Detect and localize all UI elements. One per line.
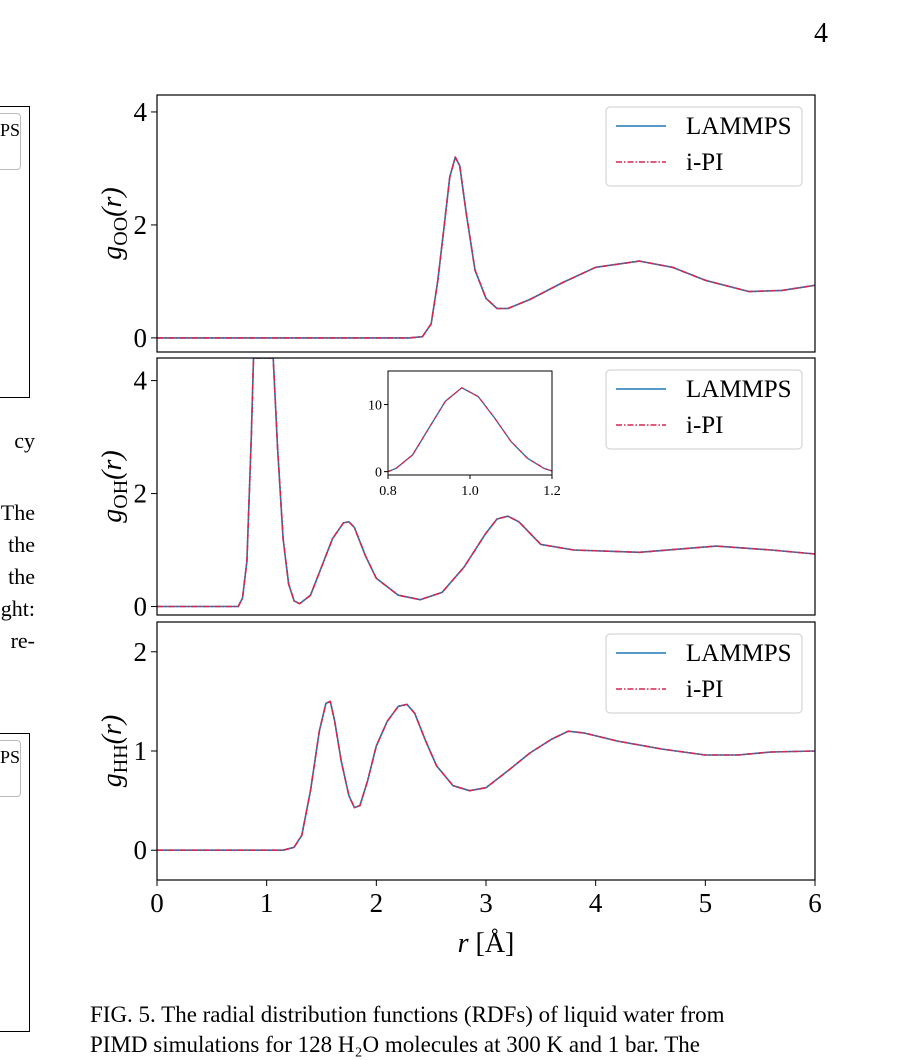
x-label-main: r <box>458 928 469 959</box>
y-label-subscript: HH <box>110 744 132 773</box>
y-label-main: g <box>97 773 128 787</box>
y-axis-label: gOO(r) <box>97 187 132 259</box>
x-tick-label: 5 <box>699 888 713 918</box>
rdf-panel-3: 0 1 2 gHH(r) LAMMPS i-PI 0 1 2 3 4 5 6 r [Å] <box>97 621 822 959</box>
series-line-lammps <box>157 700 815 851</box>
inset-x-tick-label: 1.0 <box>461 484 479 499</box>
legend-label: i-PI <box>686 149 724 176</box>
x-axis-label: r [Å] <box>458 928 515 959</box>
fragment-text-line: the <box>8 532 35 557</box>
x-tick-label: 6 <box>808 888 822 918</box>
x-label-unit: [Å] <box>469 928 515 959</box>
legend-label: LAMMPS <box>686 640 792 667</box>
legend-label: LAMMPS <box>686 376 792 403</box>
inset-line-ipi <box>387 387 553 473</box>
x-tick-label: 1 <box>260 888 274 918</box>
legend-label: i-PI <box>686 676 724 703</box>
fragment-text-line: the <box>8 564 35 589</box>
inset-x-tick-label: 0.8 <box>379 484 397 499</box>
fragment-plot-frame-bottom <box>0 733 30 1032</box>
x-tick-label: 0 <box>150 888 164 918</box>
y-tick-label: 0 <box>134 323 148 353</box>
y-label-main: g <box>97 509 128 523</box>
fragment-text-line: re- <box>10 628 35 653</box>
rdf-figure: 024gOO(r)LAMMPSi-PI024gOH(r)LAMMPSi-PI0.… <box>97 94 822 959</box>
y-label-argument: (r) <box>97 450 128 480</box>
y-label-argument: (r) <box>97 715 128 745</box>
y-axis-label: gOH(r) <box>97 450 132 522</box>
y-tick-label: 4 <box>134 97 148 127</box>
axes-frame <box>156 357 816 616</box>
fragment-legend-text: PS <box>0 120 21 140</box>
y-label-argument: (r) <box>97 187 128 217</box>
y-tick-label: 4 <box>134 366 148 396</box>
inset-y-tick-label: 10 <box>368 399 382 414</box>
fragment-text-line: The <box>0 500 35 525</box>
fragment-legend-text: PS <box>0 747 21 767</box>
legend-label: LAMMPS <box>686 113 792 140</box>
series-line-ipi <box>157 700 815 851</box>
y-axis-label: gHH(r) <box>97 715 132 787</box>
y-tick-label: 2 <box>134 479 148 509</box>
legend: LAMMPS i-PI <box>605 369 803 450</box>
figure-caption: FIG. 5. The radial distribution function… <box>90 1000 830 1060</box>
axes-frame <box>156 94 816 353</box>
y-tick-label: 0 <box>134 592 148 622</box>
x-tick-label: 4 <box>589 888 603 918</box>
fragment-text-line: cy <box>14 428 35 453</box>
y-label-subscript: OO <box>110 217 132 246</box>
fragment-text-line: ght: <box>0 596 35 621</box>
inset-background <box>388 371 552 475</box>
caption-line-2: PIMD simulations for 128 H₂O molecules a… <box>90 1032 700 1057</box>
legend-label: i-PI <box>686 412 724 439</box>
fragment-legend-top: PS <box>0 113 21 170</box>
inset-plot: 0.8 1.0 1.2 0 10 <box>368 370 561 499</box>
y-label-main: g <box>97 246 128 260</box>
series-line-ipi <box>157 358 815 608</box>
rdf-panel-1: 0 2 4 gOO(r) LAMMPS i-PI <box>97 94 816 353</box>
rdf-panel-2: 0 2 4 gOH(r) LAMMPS i-PI 0.8 1.0 1.2 0 10 <box>97 357 816 622</box>
x-tick-label: 3 <box>479 888 493 918</box>
y-label-subscript: OH <box>110 480 132 509</box>
previous-column-fragment: PS PS cy The the the ght: re- <box>0 0 90 1053</box>
inset-y-tick-label: 0 <box>375 466 382 481</box>
legend: LAMMPS i-PI <box>605 633 803 714</box>
x-tick-label: 2 <box>370 888 384 918</box>
caption-line-1: FIG. 5. The radial distribution function… <box>90 1002 725 1027</box>
series-line-ipi <box>157 156 815 339</box>
y-tick-label: 2 <box>134 210 148 240</box>
legend: LAMMPS i-PI <box>605 106 803 187</box>
y-tick-label: 0 <box>134 835 148 865</box>
inset-x-tick-label: 1.2 <box>543 484 561 499</box>
fragment-plot-frame-top <box>0 106 30 398</box>
y-tick-label: 2 <box>134 637 148 667</box>
page-number: 4 <box>814 18 828 49</box>
fragment-legend-bottom: PS <box>0 740 21 797</box>
y-tick-label: 1 <box>134 736 148 766</box>
